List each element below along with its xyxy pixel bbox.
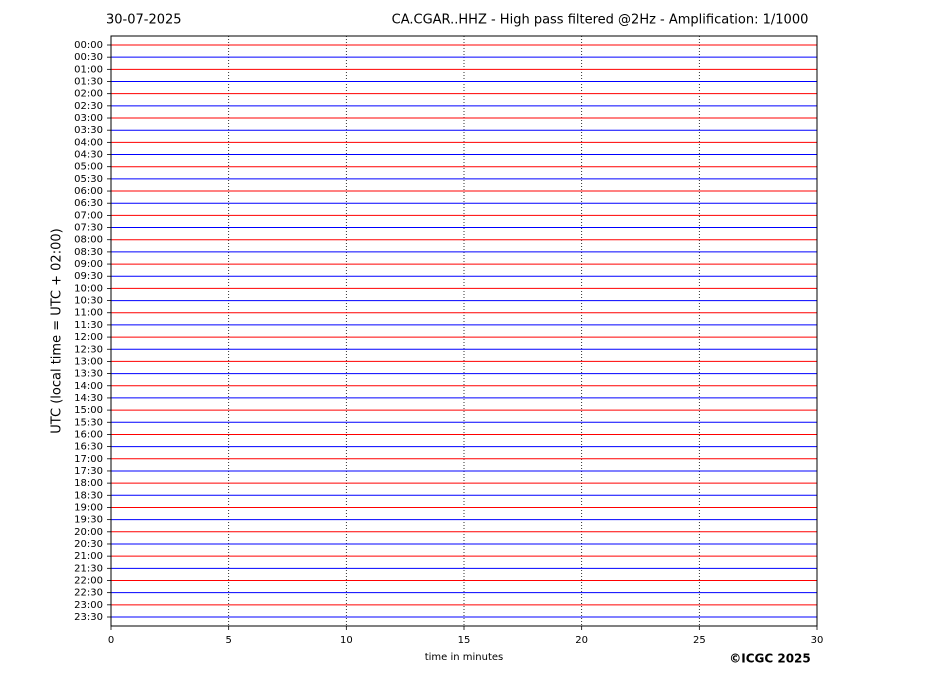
y-tick-label: 12:00 — [74, 332, 103, 343]
x-tick-label: 0 — [108, 635, 114, 646]
y-tick-label: 10:30 — [74, 296, 103, 307]
x-tick-label: 15 — [458, 635, 471, 646]
y-tick-label: 18:30 — [74, 490, 103, 501]
y-tick-label: 05:30 — [74, 174, 103, 185]
y-tick-label: 23:30 — [74, 612, 103, 623]
y-tick-label: 14:00 — [74, 381, 103, 392]
copyright: ©ICGC 2025 — [729, 652, 811, 666]
y-tick-label: 07:30 — [74, 223, 103, 234]
y-tick-label: 13:00 — [74, 356, 103, 367]
x-tick-label: 10 — [340, 635, 353, 646]
plot-frame — [110, 35, 818, 627]
y-tick-label: 19:00 — [74, 502, 103, 513]
y-tick-label: 15:30 — [74, 417, 103, 428]
y-tick-label: 04:00 — [74, 137, 103, 148]
y-tick-label: 08:00 — [74, 235, 103, 246]
y-tick-label: 20:00 — [74, 527, 103, 538]
y-tick-label: 09:30 — [74, 271, 103, 282]
x-tick-label: 25 — [693, 635, 706, 646]
y-tick-label: 03:30 — [74, 125, 103, 136]
y-tick-label: 00:30 — [74, 52, 103, 63]
y-tick-label: 17:30 — [74, 466, 103, 477]
y-tick-label: 16:30 — [74, 442, 103, 453]
y-tick-label: 20:30 — [74, 539, 103, 550]
y-tick-label: 10:00 — [74, 283, 103, 294]
chart-title: CA.CGAR..HHZ - High pass filtered @2Hz -… — [392, 13, 809, 28]
y-tick-label: 01:00 — [74, 64, 103, 75]
y-tick-label: 18:00 — [74, 478, 103, 489]
y-tick-label: 12:30 — [74, 344, 103, 355]
date-label: 30-07-2025 — [106, 13, 182, 28]
y-tick-label: 05:00 — [74, 162, 103, 173]
y-tick-label: 09:00 — [74, 259, 103, 270]
x-tick-label: 30 — [811, 635, 824, 646]
y-tick-label: 21:30 — [74, 563, 103, 574]
y-tick-label: 14:30 — [74, 393, 103, 404]
y-tick-label: 23:00 — [74, 600, 103, 611]
y-tick-label: 22:30 — [74, 588, 103, 599]
y-tick-label: 16:00 — [74, 429, 103, 440]
y-tick-label: 11:30 — [74, 320, 103, 331]
y-tick-label: 04:30 — [74, 150, 103, 161]
y-tick-label: 13:30 — [74, 369, 103, 380]
y-tick-label: 17:00 — [74, 454, 103, 465]
x-tick-label: 5 — [225, 635, 231, 646]
y-tick-label: 22:00 — [74, 575, 103, 586]
y-tick-label: 19:30 — [74, 515, 103, 526]
y-tick-label: 03:00 — [74, 113, 103, 124]
x-tick-label: 20 — [575, 635, 588, 646]
y-tick-label: 00:00 — [74, 40, 103, 51]
x-axis-label: time in minutes — [425, 652, 504, 663]
y-tick-label: 07:00 — [74, 210, 103, 221]
y-tick-label: 02:00 — [74, 89, 103, 100]
y-tick-label: 21:00 — [74, 551, 103, 562]
y-tick-label: 06:00 — [74, 186, 103, 197]
y-tick-label: 02:30 — [74, 101, 103, 112]
y-tick-label: 15:00 — [74, 405, 103, 416]
y-tick-label: 06:30 — [74, 198, 103, 209]
y-tick-label: 11:00 — [74, 308, 103, 319]
y-tick-label: 01:30 — [74, 77, 103, 88]
y-tick-label: 08:30 — [74, 247, 103, 258]
y-axis-label: UTC (local time = UTC + 02:00) — [50, 228, 65, 433]
